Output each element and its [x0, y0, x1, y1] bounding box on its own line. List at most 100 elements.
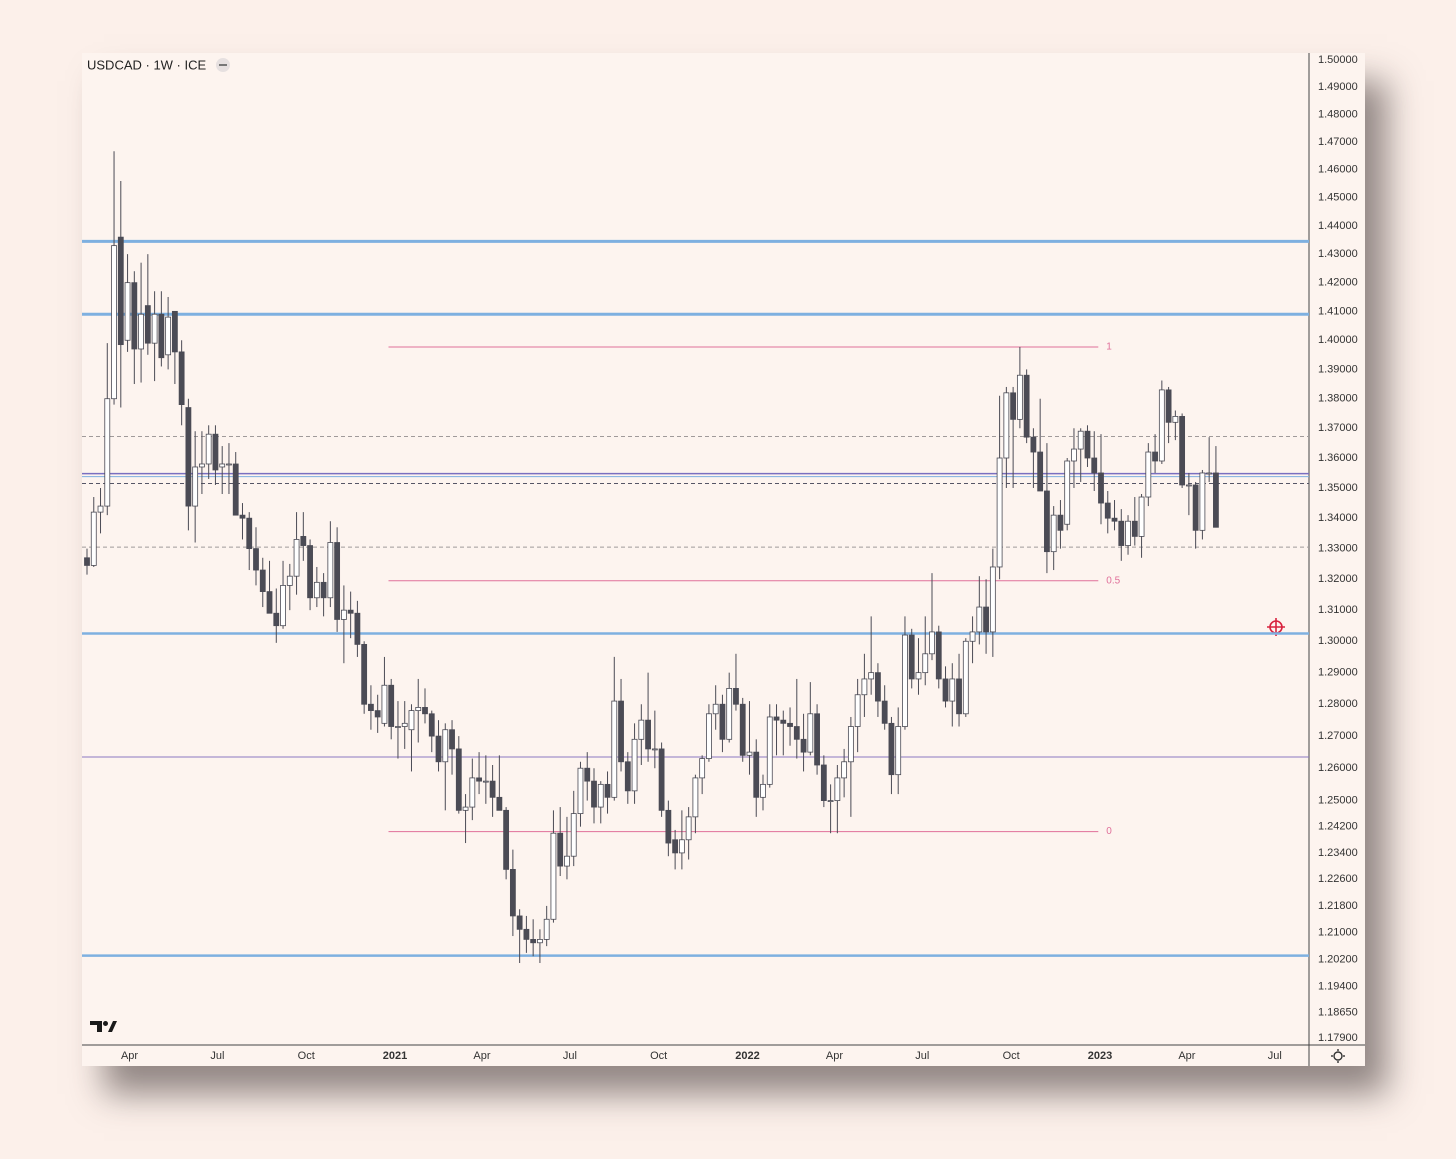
candle-body [665, 809, 672, 844]
y-tick-label: 1.17900 [1318, 1032, 1358, 1044]
candle-body [1023, 374, 1030, 438]
candle-body [84, 557, 90, 566]
candle-body [1111, 517, 1118, 522]
x-tick-label: Jul [1268, 1050, 1282, 1062]
candle-body [543, 918, 550, 940]
candle-body [793, 726, 800, 740]
y-tick-label: 1.18650 [1318, 1006, 1358, 1018]
y-tick-label: 1.31000 [1318, 604, 1358, 616]
candle-body [807, 713, 814, 753]
candle-body [733, 688, 739, 705]
y-tick-label: 1.50000 [1318, 54, 1358, 66]
candle-body [327, 542, 334, 599]
candle-body [841, 761, 848, 779]
candle-body [97, 505, 104, 513]
candle-body [530, 939, 537, 944]
y-tick-label: 1.42000 [1318, 277, 1358, 289]
candle-body [212, 433, 219, 471]
candle-body [685, 816, 692, 841]
candle-body [138, 313, 144, 350]
y-tick-label: 1.49000 [1318, 81, 1358, 93]
y-tick-label: 1.21800 [1318, 900, 1358, 912]
candle-body [1152, 451, 1158, 462]
y-tick-label: 1.40000 [1318, 334, 1358, 346]
x-tick-label: Jul [563, 1050, 577, 1062]
candle-body [469, 777, 476, 808]
candle-body [1077, 430, 1084, 450]
y-tick-label: 1.28000 [1318, 698, 1358, 710]
y-tick-label: 1.41000 [1318, 305, 1358, 317]
candle-body [753, 751, 760, 798]
candle-body [111, 245, 117, 400]
x-tick-label: Jul [915, 1050, 929, 1062]
collapse-button[interactable] [216, 58, 230, 72]
candle-body [1084, 430, 1091, 459]
x-tick-label: Apr [1178, 1050, 1195, 1062]
candle-body [692, 777, 699, 818]
y-tick-label: 1.44000 [1318, 220, 1358, 232]
candle-body [766, 716, 773, 785]
candle-body [678, 839, 685, 854]
candle-body [307, 545, 313, 599]
candle-body [205, 433, 212, 465]
candle-body [854, 694, 861, 727]
candle-body [523, 928, 530, 940]
settings-icon[interactable] [1331, 1049, 1345, 1063]
x-tick-label: Oct [1003, 1050, 1020, 1062]
candle-body [658, 748, 665, 811]
candle-body [171, 310, 178, 353]
candle-body [259, 569, 266, 592]
candle-body [631, 738, 638, 792]
candle-body [1091, 457, 1098, 474]
candle-body [1104, 502, 1111, 519]
candle-body [401, 722, 408, 727]
candle-body [1165, 389, 1172, 423]
candle-body [1179, 416, 1186, 486]
fib-level-label: 1 [1106, 342, 1112, 353]
candle-body [273, 612, 280, 627]
candle-body [591, 780, 597, 808]
candle-body [266, 591, 273, 614]
x-tick-label: Oct [298, 1050, 315, 1062]
candle-body [117, 236, 124, 346]
candle-body [482, 780, 489, 783]
y-tick-label: 1.35000 [1318, 482, 1358, 494]
candle-body [131, 282, 138, 350]
candle-body [996, 457, 1003, 568]
candle-body [503, 809, 510, 870]
candle-body [739, 703, 746, 756]
candle-body [645, 719, 651, 750]
candle-body [1016, 374, 1023, 420]
candle-body [712, 703, 719, 715]
y-tick-label: 1.39000 [1318, 363, 1358, 375]
candle-body [1057, 514, 1064, 531]
candle-body [787, 722, 793, 727]
y-tick-label: 1.47000 [1318, 136, 1358, 148]
candle-body [888, 722, 895, 776]
candle-body [577, 767, 584, 815]
plot-area: 10.50 [82, 151, 1309, 964]
x-tick-label: Oct [650, 1050, 667, 1062]
candle-body [875, 672, 881, 702]
candle-body [293, 539, 300, 577]
candle-body [185, 407, 192, 507]
candle-body [969, 631, 976, 642]
candle-body [1172, 416, 1179, 423]
candle-body [976, 606, 983, 633]
candle-body [199, 463, 205, 468]
x-tick-label: 2023 [1088, 1050, 1112, 1062]
candle-body [239, 514, 246, 519]
candle-body [219, 463, 226, 468]
candle-body [374, 710, 381, 718]
y-tick-label: 1.23400 [1318, 847, 1358, 859]
y-tick-label: 1.33000 [1318, 543, 1358, 555]
candle-body [428, 713, 435, 737]
candle-body [496, 796, 503, 811]
candle-body [144, 305, 151, 344]
candle-body [286, 575, 293, 586]
y-tick-label: 1.36000 [1318, 452, 1358, 464]
y-tick-label: 1.29000 [1318, 667, 1358, 679]
candle-body [929, 631, 935, 655]
candle-body [989, 566, 996, 633]
candle-body [611, 700, 618, 798]
